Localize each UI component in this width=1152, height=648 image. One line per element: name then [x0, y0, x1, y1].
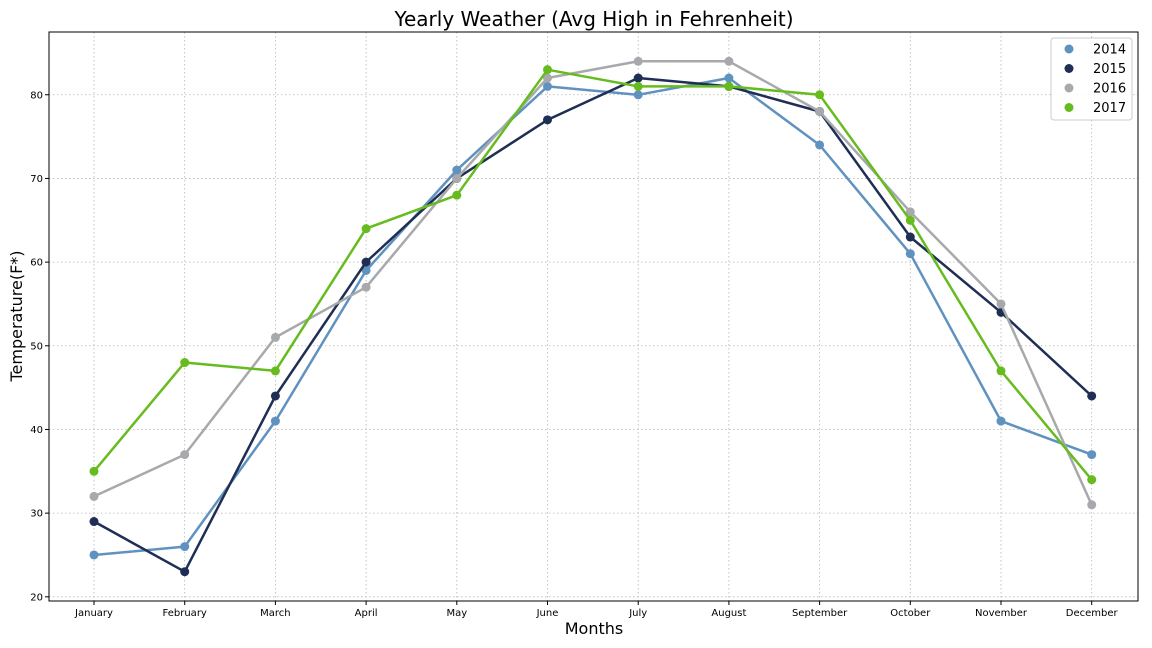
data-point — [724, 81, 734, 91]
x-axis-label: Months — [565, 619, 623, 638]
legend: 2014 2015 2016 2017 — [1050, 37, 1133, 121]
x-tick-label: August — [711, 608, 746, 619]
x-tick-label: January — [74, 608, 113, 619]
plot-area — [48, 31, 1139, 602]
data-point — [452, 173, 462, 183]
data-point — [89, 550, 99, 560]
x-tick-label: October — [890, 608, 931, 619]
data-point — [905, 249, 915, 259]
series-layer — [89, 56, 1097, 577]
data-point — [180, 358, 190, 368]
y-tick-label: 30 — [30, 509, 43, 520]
data-point — [89, 466, 99, 476]
data-point — [633, 73, 643, 83]
data-point — [180, 542, 190, 552]
x-tick-label: February — [163, 608, 207, 619]
y-tick-label: 20 — [30, 592, 43, 603]
data-point — [89, 517, 99, 527]
legend-marker — [1064, 64, 1074, 73]
x-tick-label: December — [1066, 608, 1119, 619]
data-point — [905, 215, 915, 225]
series-line — [93, 60, 1093, 506]
series-2015 — [89, 73, 1097, 577]
data-point — [543, 73, 552, 83]
data-point — [452, 165, 462, 175]
x-axis: January February March April May June July Augu… — [74, 601, 1119, 619]
data-point — [1087, 391, 1097, 401]
legend-label: 2016 — [1093, 82, 1126, 97]
x-tick-label: March — [260, 608, 290, 619]
x-tick-label: July — [628, 608, 647, 619]
data-point — [270, 391, 280, 401]
data-point — [905, 207, 915, 217]
data-point — [543, 81, 552, 91]
y-tick-label: 80 — [30, 90, 43, 101]
legend-label: 2014 — [1093, 43, 1126, 58]
x-tick-label: May — [446, 608, 467, 619]
x-tick-label: November — [975, 608, 1028, 619]
y-tick-label: 50 — [30, 341, 43, 352]
series-2014 — [89, 73, 1097, 560]
grid — [49, 32, 1138, 601]
series-line — [93, 68, 1093, 481]
data-point — [180, 450, 190, 460]
y-tick-label: 60 — [30, 258, 43, 269]
data-point — [815, 106, 825, 116]
data-point — [633, 81, 643, 91]
x-tick-label: June — [536, 608, 559, 619]
legend-marker — [1064, 44, 1074, 54]
data-point — [361, 257, 371, 267]
data-point — [724, 73, 734, 83]
legend-box — [1050, 37, 1133, 121]
series-2016 — [89, 56, 1097, 510]
data-point — [361, 265, 371, 275]
x-tick-label: September — [792, 608, 848, 619]
y-tick-label: 40 — [30, 425, 43, 436]
data-point — [89, 491, 99, 501]
data-point — [724, 56, 734, 66]
data-point — [452, 190, 462, 200]
data-point — [270, 332, 280, 342]
y-axis: 20 30 40 50 60 70 80 — [30, 90, 49, 603]
data-point — [996, 416, 1006, 426]
data-point — [996, 366, 1006, 376]
chart-title: Yearly Weather (Avg High in Fehrenheit) — [393, 7, 793, 31]
data-point — [633, 90, 643, 100]
y-axis-label: Temperature(F*) — [7, 250, 26, 382]
data-point — [543, 115, 552, 125]
data-point — [1087, 450, 1097, 460]
data-point — [270, 416, 280, 426]
y-tick-label: 70 — [30, 174, 43, 185]
data-point — [270, 366, 280, 376]
series-2017 — [89, 65, 1097, 485]
x-tick-label: April — [355, 608, 378, 619]
series-line — [93, 76, 1093, 557]
legend-label: 2017 — [1093, 101, 1126, 116]
legend-marker — [1064, 83, 1074, 93]
data-point — [815, 90, 825, 100]
data-point — [633, 56, 643, 66]
data-point — [361, 282, 371, 292]
data-point — [180, 567, 190, 577]
data-point — [1087, 500, 1097, 510]
data-point — [1087, 475, 1097, 485]
legend-marker — [1064, 103, 1074, 112]
data-point — [905, 232, 915, 242]
legend-label: 2015 — [1093, 62, 1126, 77]
data-point — [815, 140, 825, 150]
data-point — [543, 65, 552, 75]
data-point — [996, 299, 1006, 309]
series-line — [93, 76, 1093, 573]
data-point — [361, 224, 371, 234]
